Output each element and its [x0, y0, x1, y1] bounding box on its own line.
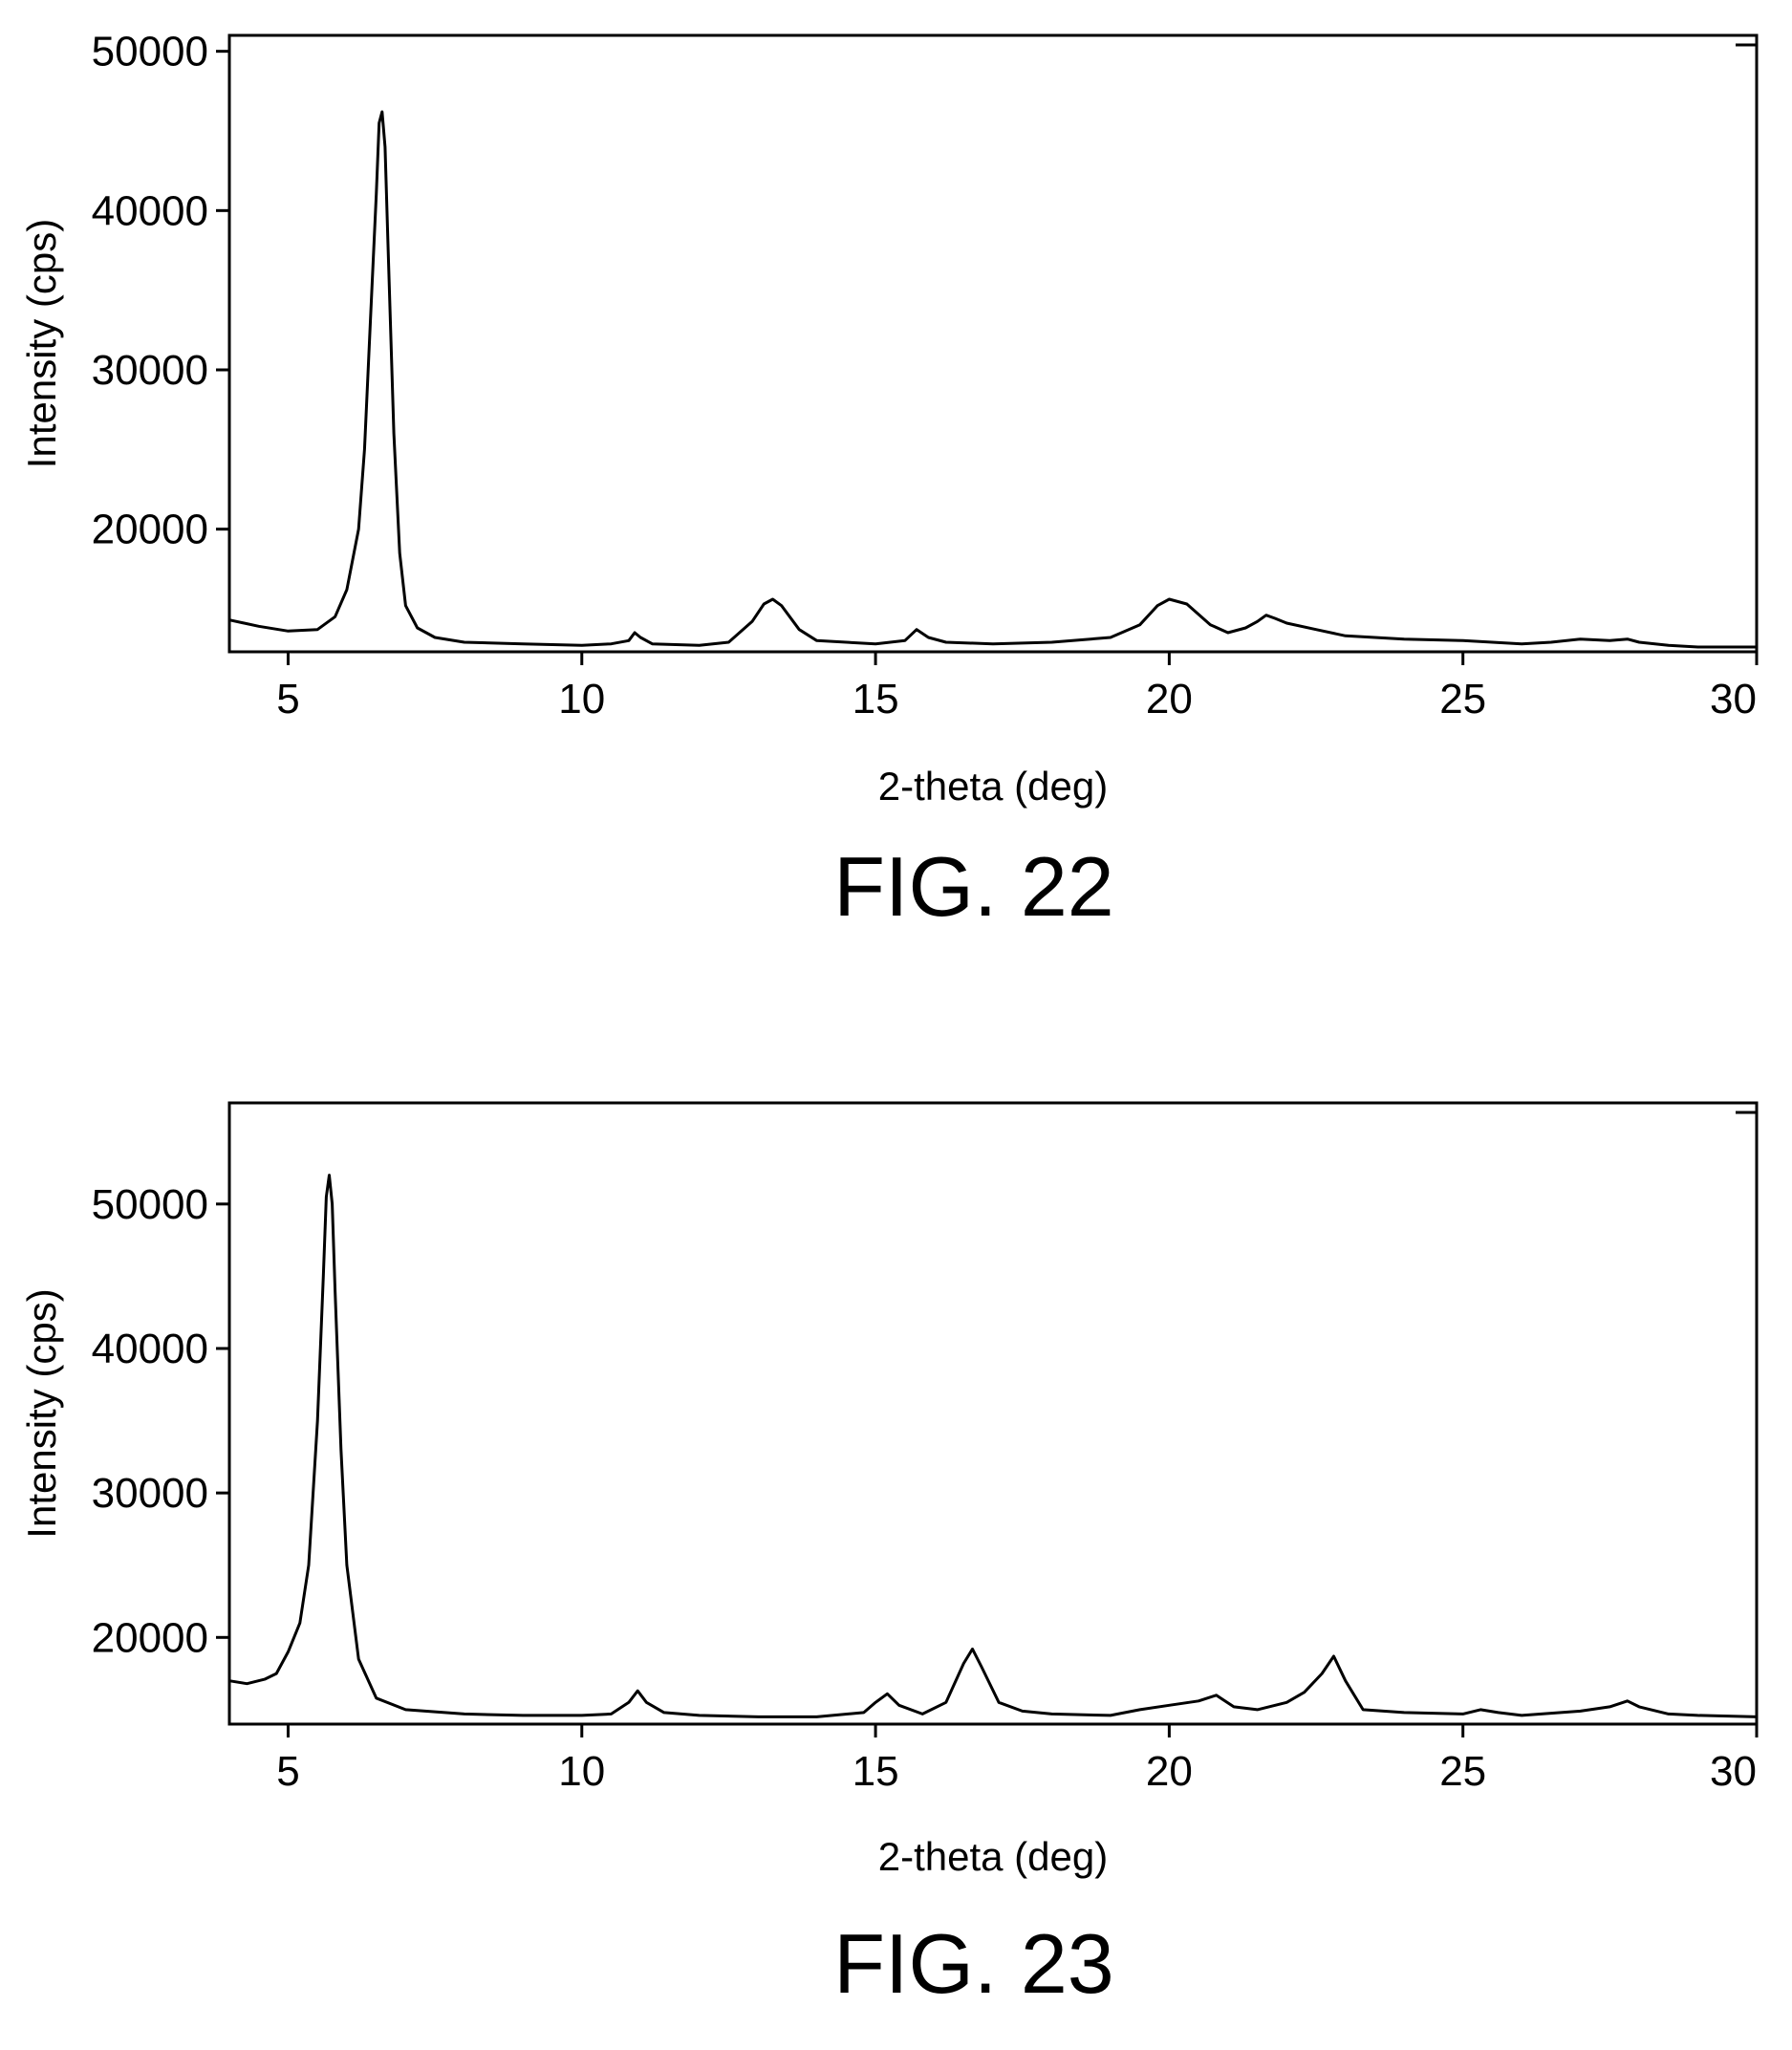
- x-tick-label: 15: [853, 1748, 899, 1795]
- x-tick-label: 20: [1146, 1748, 1193, 1795]
- x-tick-label: 25: [1439, 1748, 1486, 1795]
- plot-frame: [227, 33, 1759, 654]
- x-axis-title: 2-theta (deg): [878, 1834, 1108, 1879]
- x-tick-label: 5: [276, 676, 299, 723]
- series-line-1: [228, 1174, 1758, 1718]
- y-axis-title: Intensity (cps): [19, 219, 64, 468]
- y-axis-title: Intensity (cps): [19, 1288, 64, 1538]
- y-tick-label: 50000: [92, 1181, 208, 1228]
- y-tick-label: 40000: [92, 1326, 208, 1372]
- x-tick-label: 30: [1710, 1748, 1757, 1795]
- y-tick-label: 50000: [92, 29, 208, 76]
- chart-2: 5 10 15 20 25 30 20000 30000 40000 50000 2-theta (…: [19, 1101, 1759, 2011]
- x-tick-label: 15: [853, 676, 899, 723]
- y-tick-label: 30000: [92, 1470, 208, 1517]
- x-tick-label: 25: [1439, 676, 1486, 723]
- figure-label: FIG. 23: [833, 1916, 1113, 2011]
- y-tick-label: 20000: [92, 1614, 208, 1661]
- x-tick-label: 5: [276, 1748, 299, 1795]
- plot-frame: [227, 1101, 1759, 1726]
- chart-1: 5 10 15 20 25 30 20000 30000 40000 50000 2-theta (…: [19, 29, 1759, 934]
- y-tick-label: 40000: [92, 187, 208, 234]
- series-line-1: [228, 110, 1757, 649]
- y-tick-label: 30000: [92, 347, 208, 394]
- x-tick-label: 30: [1710, 676, 1757, 723]
- x-tick-label: 10: [558, 676, 605, 723]
- figure-label: FIG. 22: [833, 839, 1113, 934]
- y-tick-label: 20000: [92, 507, 208, 553]
- x-tick-label: 10: [558, 1748, 605, 1795]
- x-tick-label: 20: [1146, 676, 1193, 723]
- x-axis-title: 2-theta (deg): [878, 764, 1108, 809]
